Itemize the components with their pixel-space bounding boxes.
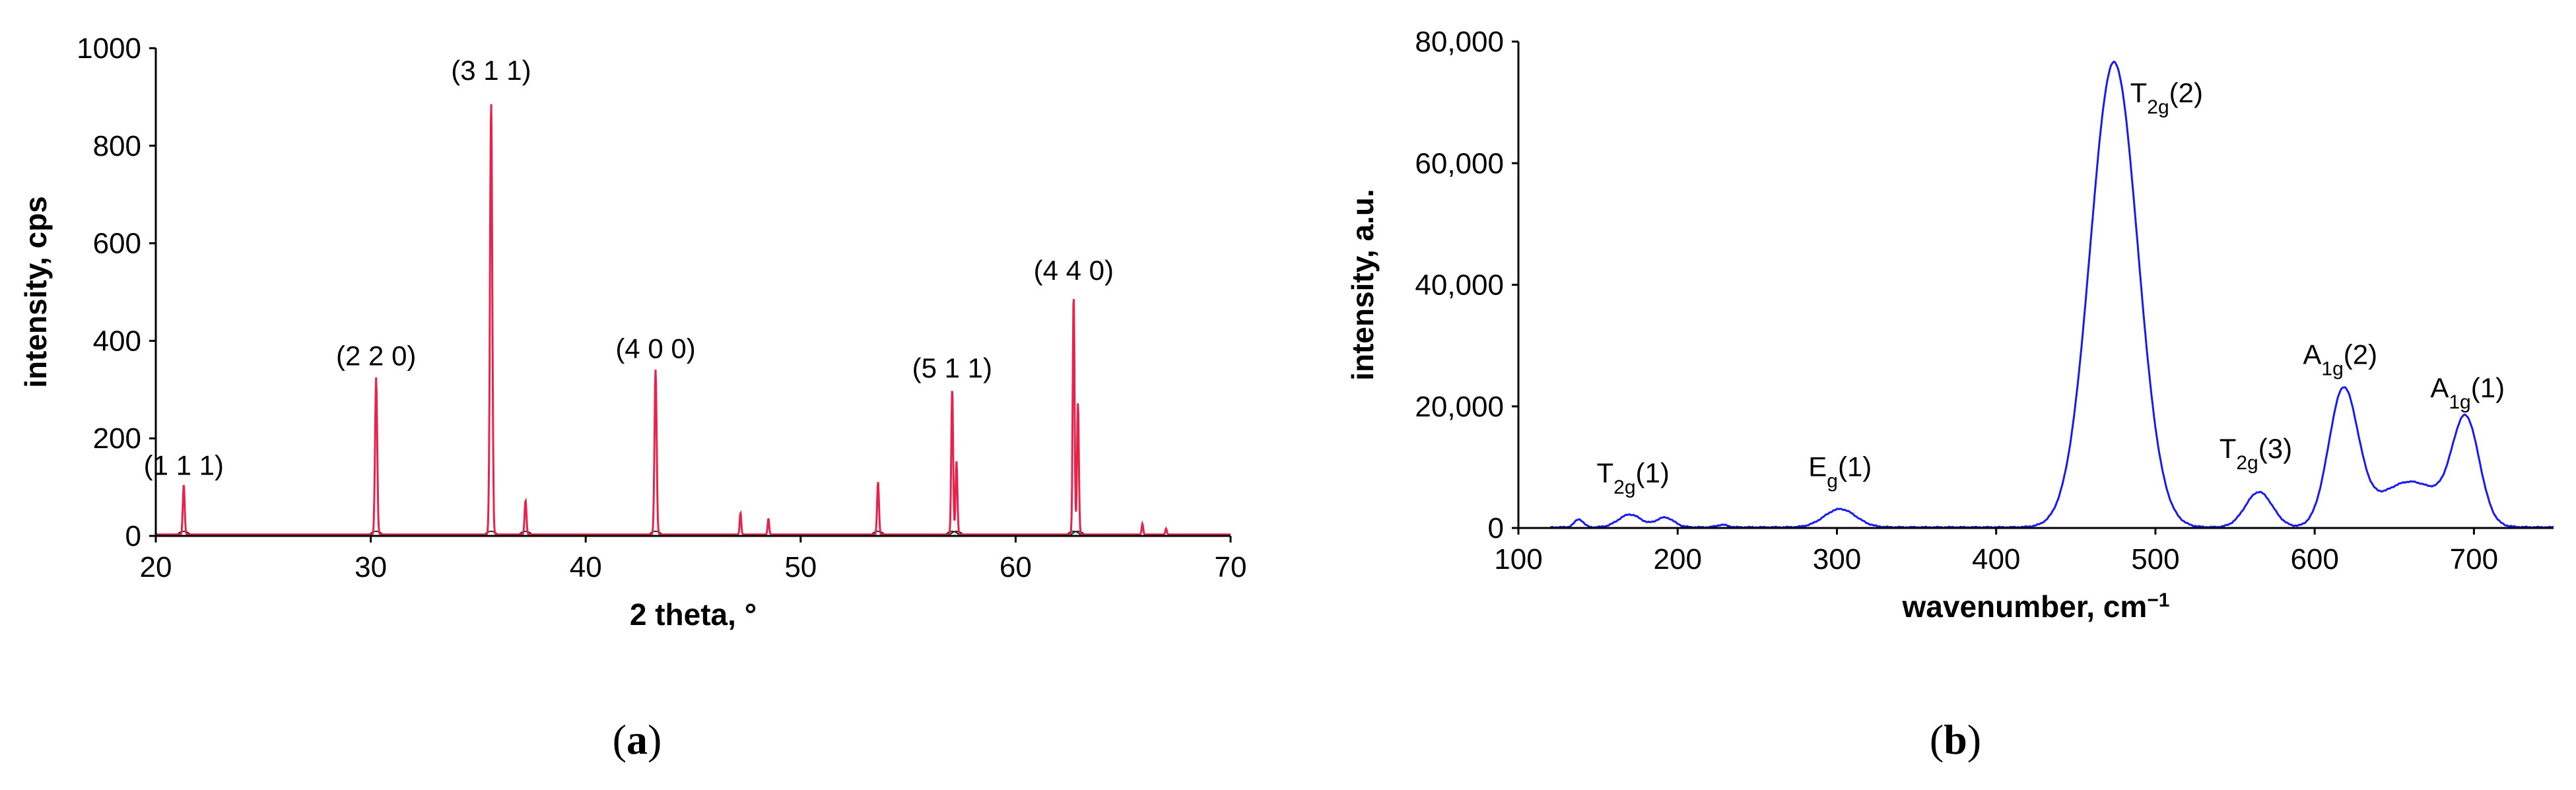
b-mode-annotation: Eg(1) <box>1808 451 1872 492</box>
b-y-axis-label: intensity, a.u. <box>1345 189 1380 381</box>
b-series-line <box>1550 60 2554 529</box>
b-caption-open: ( <box>1930 716 1944 763</box>
b-mode-annotation: T2g(1) <box>1596 457 1669 498</box>
panel-b: 100 200 300 400 500 600 700 0 20,000 40,000 60,00… <box>1345 26 2554 763</box>
b-x-tick-label: 600 <box>2290 543 2338 576</box>
panel-a: 20 30 40 50 60 70 0 200 400 600 800 1000 (1 1 1) (2… <box>18 32 1246 763</box>
b-x-tick-label: 300 <box>1813 543 1861 576</box>
a-x-tick-label: 50 <box>784 551 817 583</box>
a-x-tick-label: 30 <box>355 551 387 583</box>
b-caption: (b) <box>1930 716 1981 763</box>
a-y-tick-label: 400 <box>93 325 141 357</box>
a-caption-open: ( <box>613 716 627 763</box>
b-y-tick-label: 0 <box>1488 512 1504 544</box>
a-series-line <box>156 104 1231 536</box>
a-x-tick-label: 40 <box>570 551 602 583</box>
b-y-ticks: 0 20,000 40,000 60,000 80,000 <box>1415 26 1518 544</box>
a-y-tick-label: 1000 <box>77 32 141 65</box>
b-mode-annotation: T2g(2) <box>2130 77 2203 118</box>
b-x-axis-label-text: wavenumber, cm <box>1902 589 2148 624</box>
a-peak-annotation: (5 1 1) <box>912 352 992 383</box>
b-annotations: T2g(1) Eg(1) T2g(2) T2g(3) A1g(2) A1g(1) <box>1596 77 2505 498</box>
b-x-tick-label: 400 <box>1972 543 2020 576</box>
b-y-tick-label: 40,000 <box>1415 269 1504 302</box>
a-annotations: (1 1 1) (2 2 0) (3 1 1) (4 0 0) (5 1 1) (4 4 … <box>144 55 1114 481</box>
b-mode-annotation: T2g(3) <box>2220 433 2292 474</box>
raman-spectrum-line <box>1550 60 2554 529</box>
a-x-axis-label: 2 theta, ° <box>630 597 757 632</box>
b-mode-annotation: A1g(2) <box>2303 339 2377 379</box>
xrd-pattern-line <box>156 104 1231 537</box>
b-caption-letter: b <box>1944 716 1967 763</box>
a-y-axis-label: intensity, cps <box>18 196 53 388</box>
b-y-tick-label: 80,000 <box>1415 26 1504 58</box>
b-y-tick-label: 60,000 <box>1415 147 1504 180</box>
a-peak-annotation: (1 1 1) <box>144 450 224 481</box>
a-peak-annotation: (4 4 0) <box>1034 255 1114 286</box>
b-x-ticks: 100 200 300 400 500 600 700 <box>1494 528 2498 576</box>
b-x-tick-label: 500 <box>2131 543 2179 576</box>
a-x-tick-label: 60 <box>1000 551 1032 583</box>
b-x-axis-label-sup: −1 <box>2147 589 2169 611</box>
b-mode-annotation: A1g(1) <box>2430 372 2505 413</box>
a-peak-annotation: (4 0 0) <box>615 333 695 364</box>
a-x-tick-label: 70 <box>1215 551 1247 583</box>
a-peak-annotation: (2 2 0) <box>336 340 416 371</box>
b-y-tick-label: 20,000 <box>1415 391 1504 423</box>
b-x-axis-label: wavenumber, cm−1 <box>1902 589 2170 624</box>
a-y-ticks: 0 200 400 600 800 1000 <box>77 32 156 552</box>
a-y-tick-label: 600 <box>93 228 141 260</box>
b-x-tick-label: 200 <box>1654 543 1702 576</box>
a-peak-annotation: (3 1 1) <box>451 55 531 86</box>
a-x-ticks: 20 30 40 50 60 70 <box>140 536 1247 583</box>
b-caption-close: ) <box>1967 716 1981 763</box>
b-x-tick-label: 700 <box>2450 543 2498 576</box>
a-x-tick-label: 20 <box>140 551 172 583</box>
b-x-tick-label: 100 <box>1494 543 1542 576</box>
a-y-tick-label: 800 <box>93 130 141 162</box>
a-caption-letter: a <box>627 716 648 763</box>
a-caption: (a) <box>613 716 662 763</box>
a-y-tick-label: 0 <box>125 520 141 552</box>
a-y-tick-label: 200 <box>93 422 141 455</box>
a-caption-close: ) <box>648 716 661 763</box>
